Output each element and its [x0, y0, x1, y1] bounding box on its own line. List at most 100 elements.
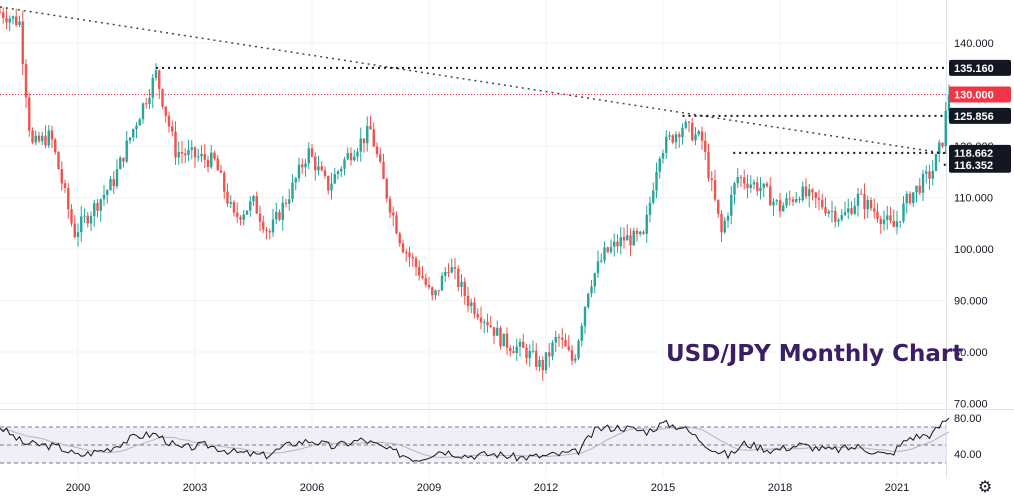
candle-body [749, 184, 752, 189]
candle-body [388, 198, 392, 213]
candle-body [375, 146, 379, 155]
candle-body [398, 233, 401, 244]
candle-body [138, 119, 141, 126]
candle-body [671, 135, 674, 143]
candle-body [411, 256, 414, 259]
candle-body [369, 125, 372, 130]
candle-body [96, 203, 99, 211]
candle-body [106, 190, 109, 195]
candle-body [759, 187, 762, 192]
candle-body [314, 156, 317, 171]
candle-body [622, 237, 626, 241]
candle-body [414, 258, 418, 268]
candle-body [395, 215, 398, 234]
candle-body [63, 183, 67, 188]
candle-body [544, 352, 548, 371]
candle-body [206, 159, 210, 168]
candle-body [258, 213, 262, 222]
candle-body [21, 21, 24, 65]
candle-body [93, 203, 96, 216]
candle-body [928, 171, 931, 179]
candle-body [548, 352, 551, 357]
candle-body [102, 194, 106, 200]
candle-body [499, 327, 502, 347]
candle-body [28, 97, 31, 131]
candle-body [187, 149, 190, 156]
candle-body [837, 219, 840, 222]
candle-body [31, 130, 34, 143]
candle-body [772, 201, 775, 206]
candle-body [190, 147, 193, 150]
candle-body [151, 77, 154, 98]
candle-body [863, 193, 866, 210]
candle-body [379, 154, 382, 162]
candle-body [541, 359, 544, 371]
candle-body [720, 213, 723, 233]
time-axis: 2000 2003 2006 2009 2012 2015 2018 2021 [66, 482, 909, 494]
chart-title: USD/JPY Monthly Chart [666, 341, 963, 367]
candle-body [392, 212, 395, 216]
candle-body [148, 97, 151, 104]
candle-body [505, 333, 509, 348]
candle-body [24, 64, 28, 98]
time-tick-label: 2006 [300, 482, 324, 494]
candle-body [853, 205, 856, 214]
rsi-pane [0, 417, 950, 464]
level-tag-bg [949, 107, 1011, 124]
candle-body [359, 138, 362, 152]
candle-body [405, 252, 408, 254]
candle-body [128, 137, 132, 141]
candle-body [775, 200, 778, 202]
candle-body [629, 235, 632, 246]
time-tick-label: 2015 [651, 482, 675, 494]
candle-body [184, 153, 187, 156]
candle-body [860, 193, 863, 195]
candle-body [788, 198, 791, 200]
candle-body [531, 350, 535, 352]
candle-body [730, 194, 733, 216]
candle-body [791, 199, 795, 202]
level-tag: 135.160 [954, 63, 994, 75]
candle-body [213, 152, 216, 159]
candle-body [785, 198, 788, 206]
candle-body [463, 281, 466, 296]
candle-body [431, 287, 434, 296]
candle-body [726, 215, 730, 221]
candle-body [684, 121, 687, 128]
candle-body [434, 290, 437, 296]
candle-body [798, 198, 801, 201]
candle-body [723, 220, 726, 233]
candle-body [18, 21, 21, 26]
gear-icon[interactable]: ⚙ [977, 477, 993, 496]
candle-body [665, 136, 668, 154]
candle-body [252, 196, 255, 202]
candle-body [447, 272, 450, 274]
candle-body [232, 201, 236, 213]
candle-body [473, 302, 476, 315]
candle-body [509, 347, 512, 352]
candle-body [304, 163, 307, 168]
candle-body [229, 201, 232, 204]
candle-body [450, 267, 453, 273]
candle-body [583, 307, 587, 326]
candle-body [67, 187, 70, 210]
candle-body [525, 347, 528, 359]
candle-body [752, 182, 756, 185]
candle-body [518, 341, 522, 347]
candle-body [626, 235, 629, 241]
level-tag: 116.352 [954, 160, 993, 172]
candle-body [294, 178, 297, 183]
candle-body [551, 342, 554, 357]
candle-body [242, 214, 245, 220]
candle-body [122, 157, 125, 162]
candle-body [281, 202, 284, 220]
candle-body [648, 202, 652, 215]
candle-body [895, 221, 899, 227]
candle-body [668, 135, 671, 137]
candle-body [606, 247, 609, 252]
candle-body [271, 219, 275, 233]
candle-body [177, 152, 180, 158]
candle-body [561, 337, 564, 340]
candle-body [307, 148, 310, 164]
